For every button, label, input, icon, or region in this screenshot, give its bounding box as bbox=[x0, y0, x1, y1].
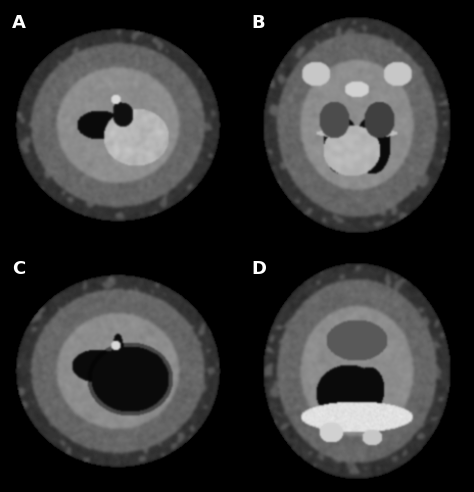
Text: B: B bbox=[251, 14, 264, 32]
Text: C: C bbox=[12, 260, 25, 278]
Text: D: D bbox=[251, 260, 266, 278]
Text: A: A bbox=[12, 14, 26, 32]
